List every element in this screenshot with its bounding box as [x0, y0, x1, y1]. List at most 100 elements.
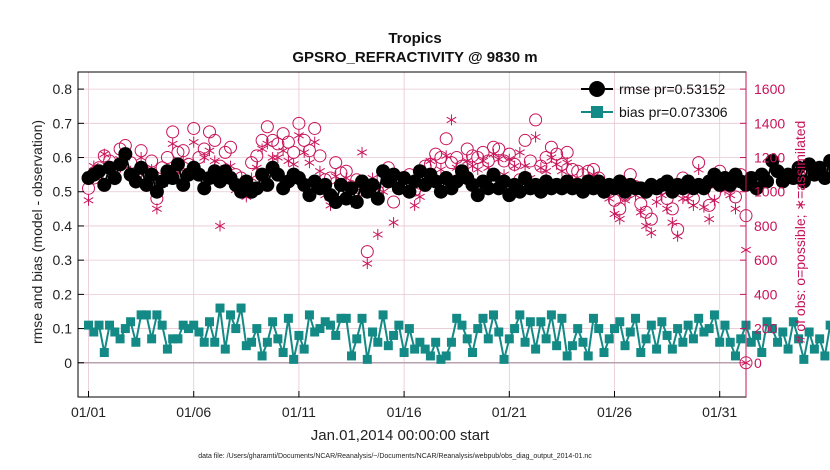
- bias-point: [257, 351, 267, 361]
- bias-point: [294, 330, 304, 340]
- bias-point: [678, 337, 688, 347]
- x-tick-label: 01/01: [71, 404, 106, 420]
- bias-point: [573, 324, 583, 334]
- assimilated-obs-point: [188, 136, 199, 148]
- possible-obs-point: [665, 202, 679, 216]
- assimilated-obs-point: [99, 148, 110, 160]
- bias-point: [215, 303, 225, 313]
- possible-obs-point: [702, 198, 716, 212]
- bias-point: [389, 330, 399, 340]
- bias-point: [105, 320, 115, 330]
- rmse-point: [170, 157, 185, 172]
- bias-point: [183, 324, 193, 334]
- bias-point: [283, 313, 293, 323]
- bias-point: [552, 341, 562, 351]
- assimilated-obs-point: [372, 229, 383, 240]
- rmse-point: [370, 191, 385, 206]
- assimilated-obs-point: [546, 152, 557, 164]
- bias-point: [452, 313, 462, 323]
- assimilated-obs-point: [167, 138, 178, 150]
- bias-point: [730, 351, 740, 361]
- bias-point: [168, 334, 178, 344]
- bias-point: [120, 324, 130, 334]
- bias-point: [541, 334, 551, 344]
- y-axis-left-label: rmse and bias (model - observation): [29, 120, 45, 344]
- x-axis-ticks: 01/01 01/06 01/11 01/16 01/21 01/26 01/31: [71, 391, 737, 420]
- bias-point: [94, 320, 104, 330]
- bias-point: [446, 337, 456, 347]
- bias-point: [604, 334, 614, 344]
- bias-point: [757, 348, 767, 358]
- assimilated-obs-point: [693, 164, 704, 175]
- bias-point: [746, 337, 756, 347]
- bias-point: [84, 320, 94, 330]
- bias-point: [652, 344, 662, 354]
- bias-point: [231, 324, 241, 334]
- possible-obs-point: [308, 121, 322, 135]
- assimilated-obs-point: [362, 258, 373, 270]
- bias-point: [431, 337, 441, 347]
- bias-point: [773, 337, 783, 347]
- bias-point: [809, 344, 819, 354]
- rmse-point: [823, 153, 830, 168]
- bias-point: [289, 354, 299, 364]
- bias-point: [631, 313, 641, 323]
- bias-point: [657, 317, 667, 327]
- rmse-point: [144, 167, 159, 182]
- assimilated-obs-point: [388, 217, 399, 229]
- assimilated-obs-point: [257, 143, 268, 155]
- possible-obs-point: [245, 156, 259, 170]
- possible-obs-point: [276, 127, 290, 141]
- x-tick-label: 01/16: [387, 404, 422, 420]
- bias-point: [625, 327, 635, 337]
- bias-point: [394, 320, 404, 330]
- assimilated-obs-point: [278, 145, 289, 157]
- assimilated-obs-point: [635, 206, 646, 218]
- bias-point: [131, 337, 141, 347]
- assimilated-obs-point: [688, 199, 699, 211]
- bias-point: [641, 334, 651, 344]
- x-tick-label: 01/21: [492, 404, 527, 420]
- bias-point: [620, 341, 630, 351]
- possible-obs-point: [292, 116, 306, 130]
- bias-point: [189, 320, 199, 330]
- bias-point: [515, 310, 525, 320]
- possible-obs-point: [187, 121, 201, 135]
- bias-point: [241, 341, 251, 351]
- bias-point: [720, 320, 730, 330]
- possible-obs-point: [302, 144, 316, 158]
- assimilated-obs-point: [730, 203, 741, 215]
- assimilated-obs-point: [304, 157, 315, 169]
- assimilated-obs-point: [330, 170, 341, 182]
- rmse-point: [470, 188, 485, 203]
- rmse-point: [749, 181, 764, 196]
- rmse-point: [134, 160, 149, 175]
- bias-point: [562, 351, 572, 361]
- bias-point: [268, 317, 278, 327]
- rmse-point: [412, 164, 427, 179]
- bias-point: [820, 351, 830, 361]
- rmse-point: [397, 171, 412, 186]
- rmse-point: [97, 177, 112, 192]
- x-tick-label: 01/06: [176, 404, 211, 420]
- bias-point: [636, 348, 646, 358]
- bias-point: [436, 354, 446, 364]
- legend-bias-label: bias pr=0.073306: [619, 104, 728, 120]
- possible-obs-point: [728, 190, 742, 204]
- rmse-point: [118, 147, 133, 162]
- possible-obs-point: [329, 156, 343, 170]
- legend-rmse-label: rmse pr=0.53152: [619, 81, 725, 97]
- possible-obs-point: [224, 140, 238, 154]
- bias-point: [531, 344, 541, 354]
- assimilated-obs-point: [272, 152, 283, 164]
- assimilated-obs-point: [199, 152, 210, 164]
- right-tick-label: 600: [754, 252, 778, 268]
- bias-point: [725, 337, 735, 347]
- bias-point: [173, 334, 183, 344]
- bias-point: [510, 324, 520, 334]
- assimilated-obs-point: [83, 194, 94, 206]
- assimilated-obs-point: [425, 155, 436, 167]
- assimilated-obs-point: [435, 164, 446, 175]
- assimilated-obs-point: [477, 155, 489, 167]
- bias-point: [578, 337, 588, 347]
